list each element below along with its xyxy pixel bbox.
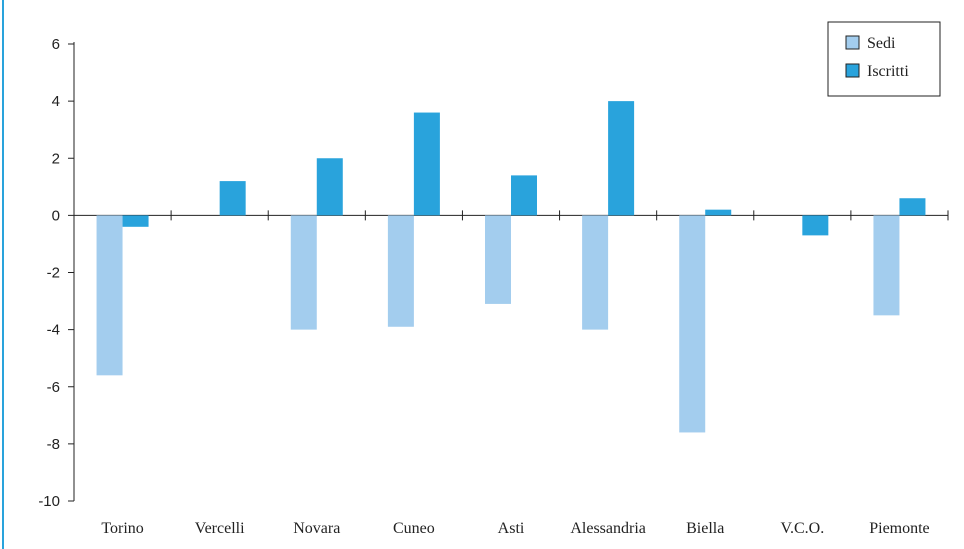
bar-iscritti-torino [122, 215, 149, 227]
legend-swatch-sedi [845, 35, 860, 50]
bar-sedi-alessandria [582, 215, 609, 330]
bar-sedi-biella [679, 215, 706, 433]
legend-swatch-iscritti [845, 63, 860, 78]
y-tick-label: 4 [52, 93, 60, 110]
bar-iscritti-cuneo [413, 112, 440, 216]
legend-label-sedi: Sedi [867, 35, 896, 52]
bar-iscritti-novara [316, 158, 343, 216]
x-category-label: Cuneo [393, 520, 435, 537]
x-category-label: Novara [293, 520, 340, 537]
y-tick-label: 6 [52, 36, 60, 53]
legend-label-iscritti: Iscritti [867, 63, 909, 80]
bar-iscritti-vco [802, 215, 829, 236]
bar-sedi-torino [96, 215, 123, 376]
x-category-label: Alessandria [570, 520, 646, 537]
y-tick-label: -4 [47, 322, 60, 339]
chart-legend: Sedi Iscritti [827, 21, 941, 97]
bar-iscritti-biella [705, 209, 732, 216]
x-category-label: Asti [498, 520, 525, 537]
y-tick-label: -2 [47, 265, 60, 282]
legend-box [827, 21, 941, 97]
x-category-label: Torino [101, 520, 143, 537]
bar-iscritti-vercelli [219, 181, 246, 216]
x-category-label: Piemonte [869, 520, 929, 537]
bar-iscritti-piemonte [899, 198, 926, 216]
bar-sedi-cuneo [387, 215, 414, 327]
left-accent-border [2, 0, 4, 549]
bar-iscritti-asti [511, 175, 537, 216]
y-tick-label: 0 [52, 207, 60, 224]
y-tick-label: -8 [47, 436, 60, 453]
x-category-label: V.C.O. [780, 520, 824, 537]
bar-iscritti-alessandria [608, 101, 635, 216]
chart-labels: Torino Vercelli Novara Cuneo Asti Alessandria… [101, 520, 929, 537]
bar-sedi-asti [485, 215, 511, 304]
y-tick-label: 2 [52, 150, 60, 167]
x-category-label: Vercelli [195, 520, 245, 537]
bar-sedi-novara [290, 215, 317, 330]
y-tick-label: -10 [38, 493, 60, 510]
bar-sedi-piemonte [873, 215, 900, 316]
x-category-label: Biella [686, 520, 724, 537]
chart-bars [96, 101, 926, 433]
y-tick-label: -6 [47, 379, 60, 396]
